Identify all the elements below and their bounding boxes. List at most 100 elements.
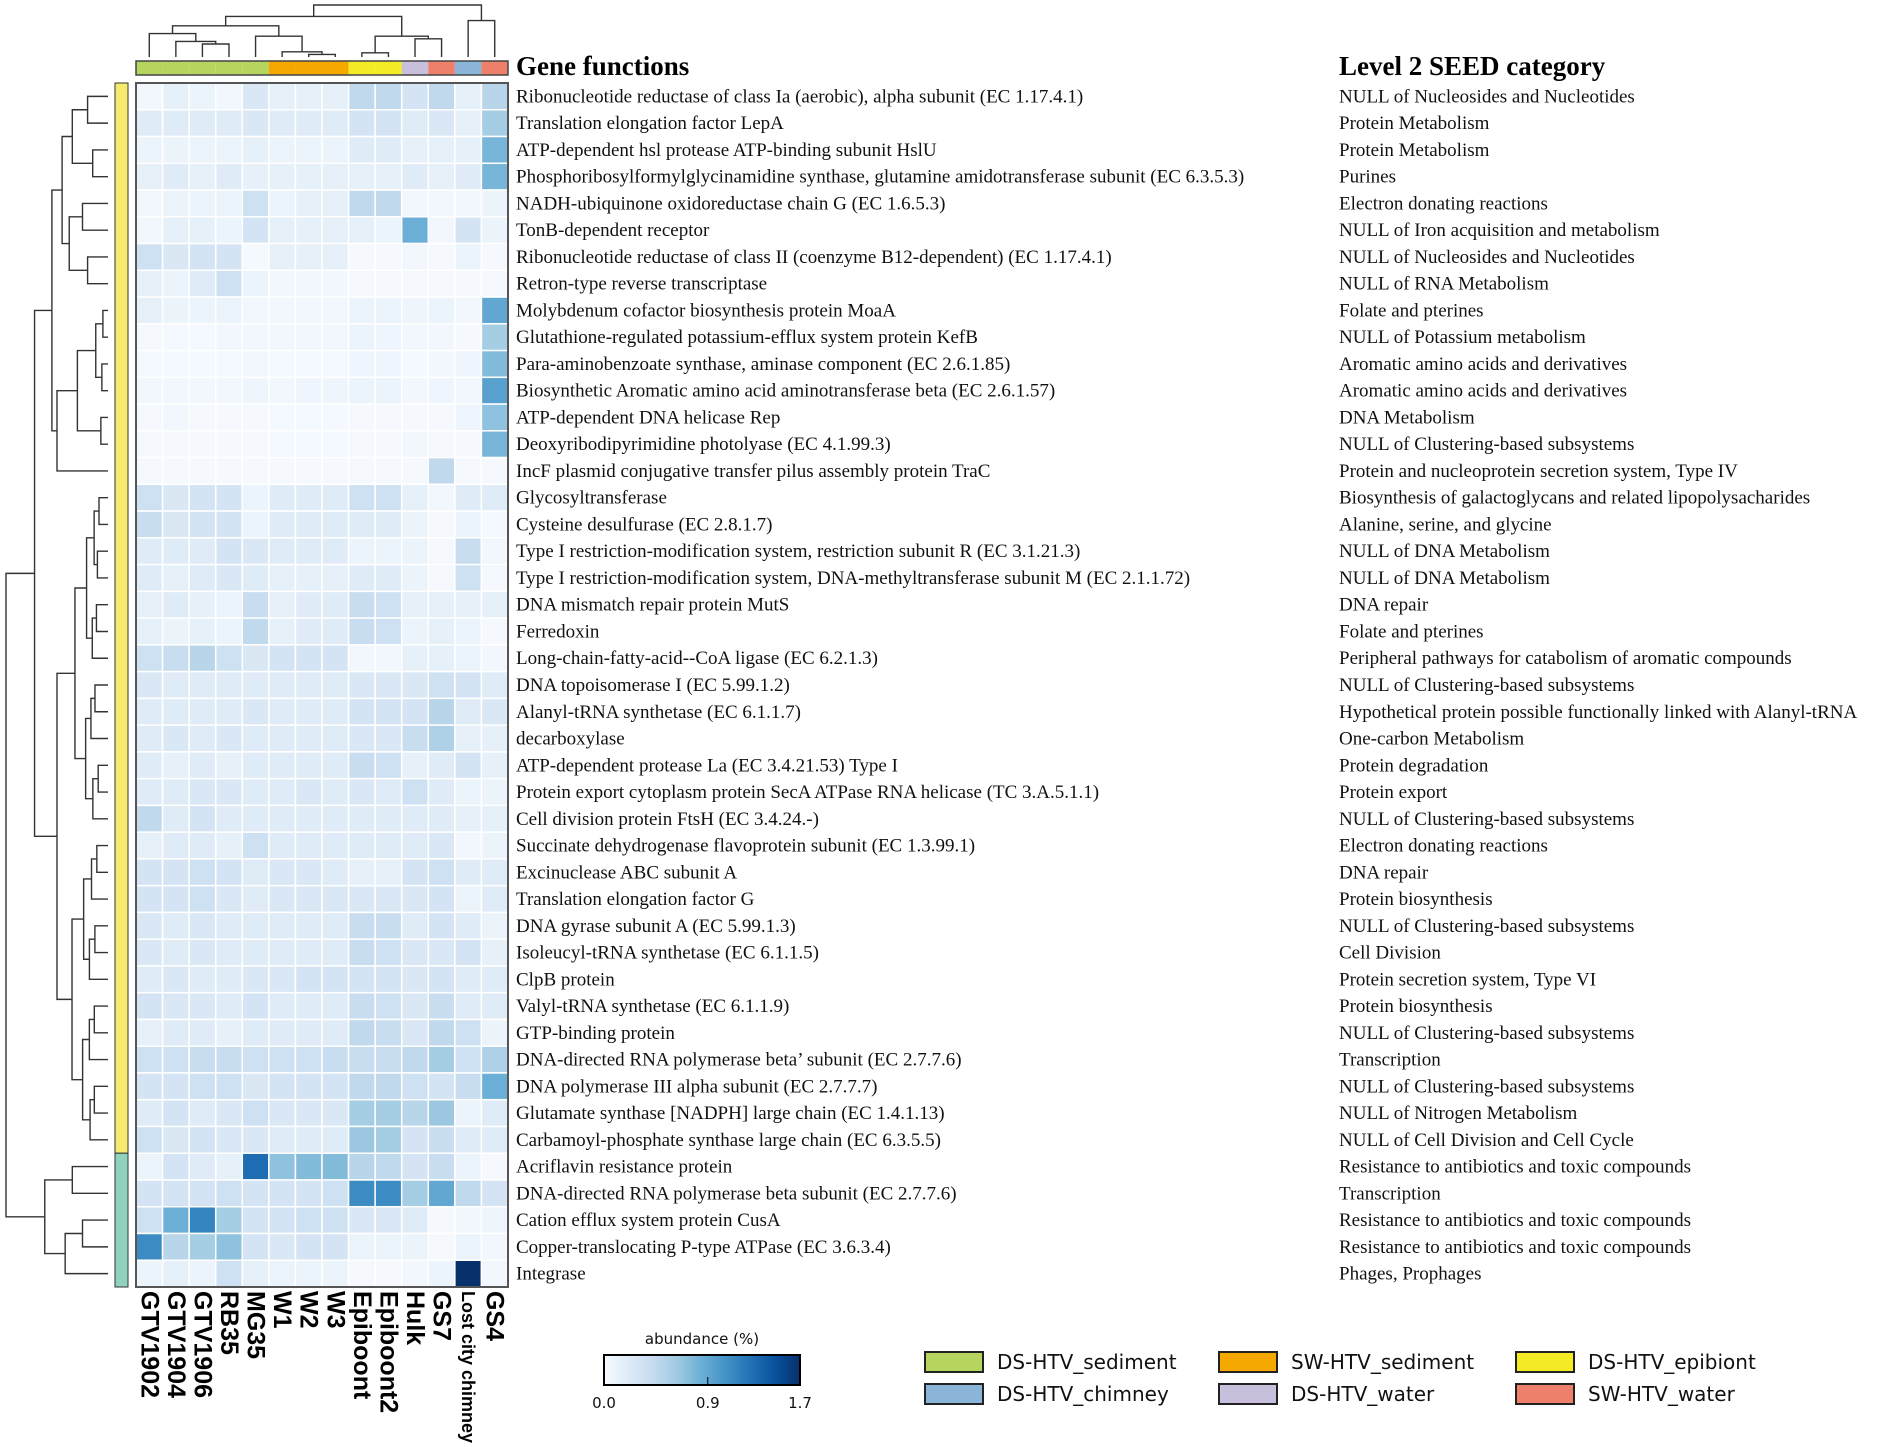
heatmap-cell	[347, 483, 376, 512]
heatmap-cell	[400, 670, 430, 700]
heatmap-cell	[241, 965, 270, 994]
heatmap-cell	[294, 216, 323, 245]
gene-function-label: Translation elongation factor G	[516, 889, 755, 910]
heatmap-cell	[400, 911, 430, 940]
heatmap-cell	[480, 510, 509, 539]
heatmap-cell	[268, 269, 297, 298]
heatmap-cell	[374, 644, 403, 673]
heatmap-cell	[294, 483, 323, 512]
heatmap-cell	[161, 456, 190, 486]
heatmap-cell	[400, 1125, 430, 1154]
heatmap-cell	[480, 162, 509, 191]
heatmap-cell	[374, 1259, 403, 1288]
seed-category-label: Protein and nucleoprotein secretion syst…	[1339, 461, 1738, 482]
heatmap-cell	[454, 510, 483, 539]
heatmap-cell	[294, 1179, 323, 1208]
heatmap-cell	[427, 1152, 456, 1181]
heatmap-cell	[214, 590, 244, 619]
heatmap-cell	[347, 991, 376, 1021]
heatmap-cell	[135, 563, 164, 593]
heatmap-cell	[294, 1098, 323, 1128]
heatmap-cell	[480, 403, 509, 432]
seed-category-label: Transcription	[1339, 1050, 1441, 1071]
row-dendrogram-branch	[98, 497, 108, 526]
group-legend: DS-HTV_sediment SW-HTV_sediment DS-HTV_epi…	[924, 1350, 1756, 1406]
heatmap-cell	[294, 563, 323, 593]
heatmap-cell	[480, 82, 509, 111]
gene-function-label: Para-aminobenzoate synthase, aminase com…	[516, 354, 1010, 375]
heatmap-cell	[427, 858, 456, 887]
column-dendrogram-branch	[201, 43, 230, 57]
heatmap-cell	[427, 644, 456, 673]
seed-category-label: DNA repair	[1339, 595, 1429, 616]
heatmap-cell	[374, 884, 403, 914]
heatmap-cell	[214, 510, 244, 539]
heatmap-cell	[214, 1152, 244, 1181]
heatmap-cell	[374, 751, 403, 780]
heatmap-cell	[294, 109, 323, 138]
row-dendrogram-branch	[91, 617, 108, 659]
heatmap-cell	[374, 1045, 403, 1074]
heatmap-cell	[374, 1125, 403, 1154]
heatmap-cell	[241, 1045, 270, 1074]
legend-label: SW-HTV_sediment	[1291, 1350, 1474, 1374]
heatmap-cell	[374, 724, 403, 753]
heatmap-cell	[135, 430, 164, 459]
gene-function-label: Retron-type reverse transcriptase	[516, 274, 767, 295]
seed-category-label: Hypothetical protein possible functional…	[1339, 702, 1857, 723]
heatmap-cell	[135, 644, 164, 673]
heatmap-cell	[480, 617, 509, 646]
heatmap-cell	[454, 216, 483, 245]
heatmap-cell	[374, 269, 403, 298]
heatmap-cell	[454, 831, 483, 860]
heatmap-cell	[161, 1098, 190, 1128]
heatmap-cell	[268, 296, 297, 325]
heatmap-cell	[427, 323, 456, 352]
heatmap-cell	[241, 456, 270, 486]
heatmap-cell	[400, 1232, 430, 1261]
seed-category-label: Resistance to antibiotics and toxic comp…	[1339, 1237, 1691, 1258]
heatmap-cell	[135, 804, 164, 833]
heatmap-cell	[135, 82, 164, 111]
seed-category-label: Protein Metabolism	[1339, 113, 1490, 134]
heatmap-cell	[400, 456, 430, 486]
heatmap-cell	[347, 296, 376, 325]
legend-swatch	[1515, 1351, 1575, 1373]
heatmap-cell	[161, 563, 190, 593]
heatmap-cell	[427, 349, 456, 379]
heatmap-cell	[161, 1259, 190, 1288]
heatmap-cell	[214, 483, 244, 512]
row-dendrogram-branch	[93, 510, 100, 566]
heatmap-cell	[241, 82, 270, 111]
heatmap-cell	[374, 590, 403, 619]
heatmap-cell	[294, 323, 323, 352]
heatmap-cell	[454, 751, 483, 780]
heatmap-cell	[268, 430, 297, 459]
heatmap-cell	[400, 135, 430, 165]
heatmap-cell	[480, 965, 509, 994]
heatmap-cell	[241, 483, 270, 512]
heatmap-cell	[347, 965, 376, 994]
column-label: W2	[295, 1291, 323, 1329]
heatmap-cell	[454, 670, 483, 700]
heatmap-cell	[347, 537, 376, 566]
heatmap-cell	[400, 644, 430, 673]
heatmap-cell	[135, 162, 164, 191]
heatmap-cell	[454, 938, 483, 967]
heatmap-cell	[454, 563, 483, 593]
gene-function-label: Isoleucyl-tRNA synthetase (EC 6.1.1.5)	[516, 943, 819, 964]
heatmap-cell	[374, 135, 403, 165]
colorbar-gradient	[603, 1354, 801, 1386]
seed-category-label: Aromatic amino acids and derivatives	[1339, 381, 1627, 402]
legend-swatch	[1515, 1383, 1575, 1405]
heatmap-cell	[188, 189, 217, 218]
heatmap-cell	[480, 804, 509, 833]
heatmap-cell	[135, 1205, 164, 1235]
column-dendrogram-branch	[312, 4, 483, 21]
heatmap-cell	[321, 403, 350, 432]
heatmap-cell	[374, 296, 403, 325]
column-label: Epiboont	[348, 1291, 376, 1400]
legend-swatch	[924, 1383, 984, 1405]
legend-swatch	[1218, 1351, 1278, 1373]
heatmap-cell	[135, 884, 164, 914]
